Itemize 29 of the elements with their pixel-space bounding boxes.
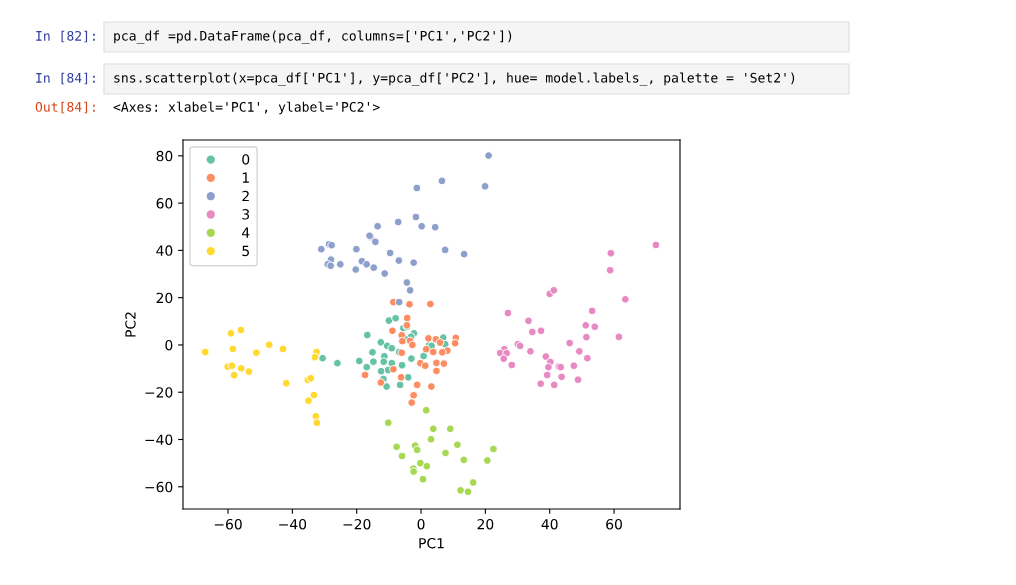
legend-label: 2 — [242, 190, 249, 202]
legend-label: 4 — [242, 227, 250, 238]
y-tick-label: 60 — [156, 198, 173, 209]
text: In [84]: — [36, 72, 95, 85]
x-tick-label: 0 — [417, 518, 425, 530]
text: In [82]: — [36, 30, 95, 43]
y-tick-label: 40 — [156, 245, 173, 256]
y-tick-label: 0 — [165, 339, 173, 351]
y-tick-label: 20 — [156, 292, 173, 304]
x-tick-label: −20 — [343, 518, 371, 530]
legend-label: 5 — [242, 245, 249, 257]
y-tick-label: 80 — [156, 150, 173, 162]
x-tick-label: −40 — [279, 518, 307, 530]
y-tick-label: −40 — [145, 434, 173, 445]
x-tick-label: −60 — [214, 518, 242, 530]
text: pca_df =pd.DataFrame(pca_df, columns=['PC1','PC2']) — [114, 30, 512, 44]
y-tick-label: −20 — [145, 387, 173, 398]
text: <Axes: xlabel='PC1', ylabel='PC2'> — [113, 101, 380, 115]
y-tick-label: −60 — [145, 481, 173, 493]
text: Out[84]: — [35, 101, 95, 114]
text: sns.scatterplot(x=pca_df['PC1'], y=pca_df['PC2'], hue= model.labels_, palette = 'Set2') — [114, 72, 795, 86]
x-tick-label: 60 — [606, 518, 622, 530]
legend-label: 3 — [242, 209, 250, 220]
x-tick-label: 20 — [477, 518, 494, 530]
x-axis-title: PC1 — [419, 537, 444, 549]
x-tick-label: 40 — [541, 518, 558, 530]
legend-label: 0 — [242, 154, 250, 165]
legend-label: 1 — [242, 172, 249, 183]
y-axis-title: PC2 — [125, 312, 136, 337]
